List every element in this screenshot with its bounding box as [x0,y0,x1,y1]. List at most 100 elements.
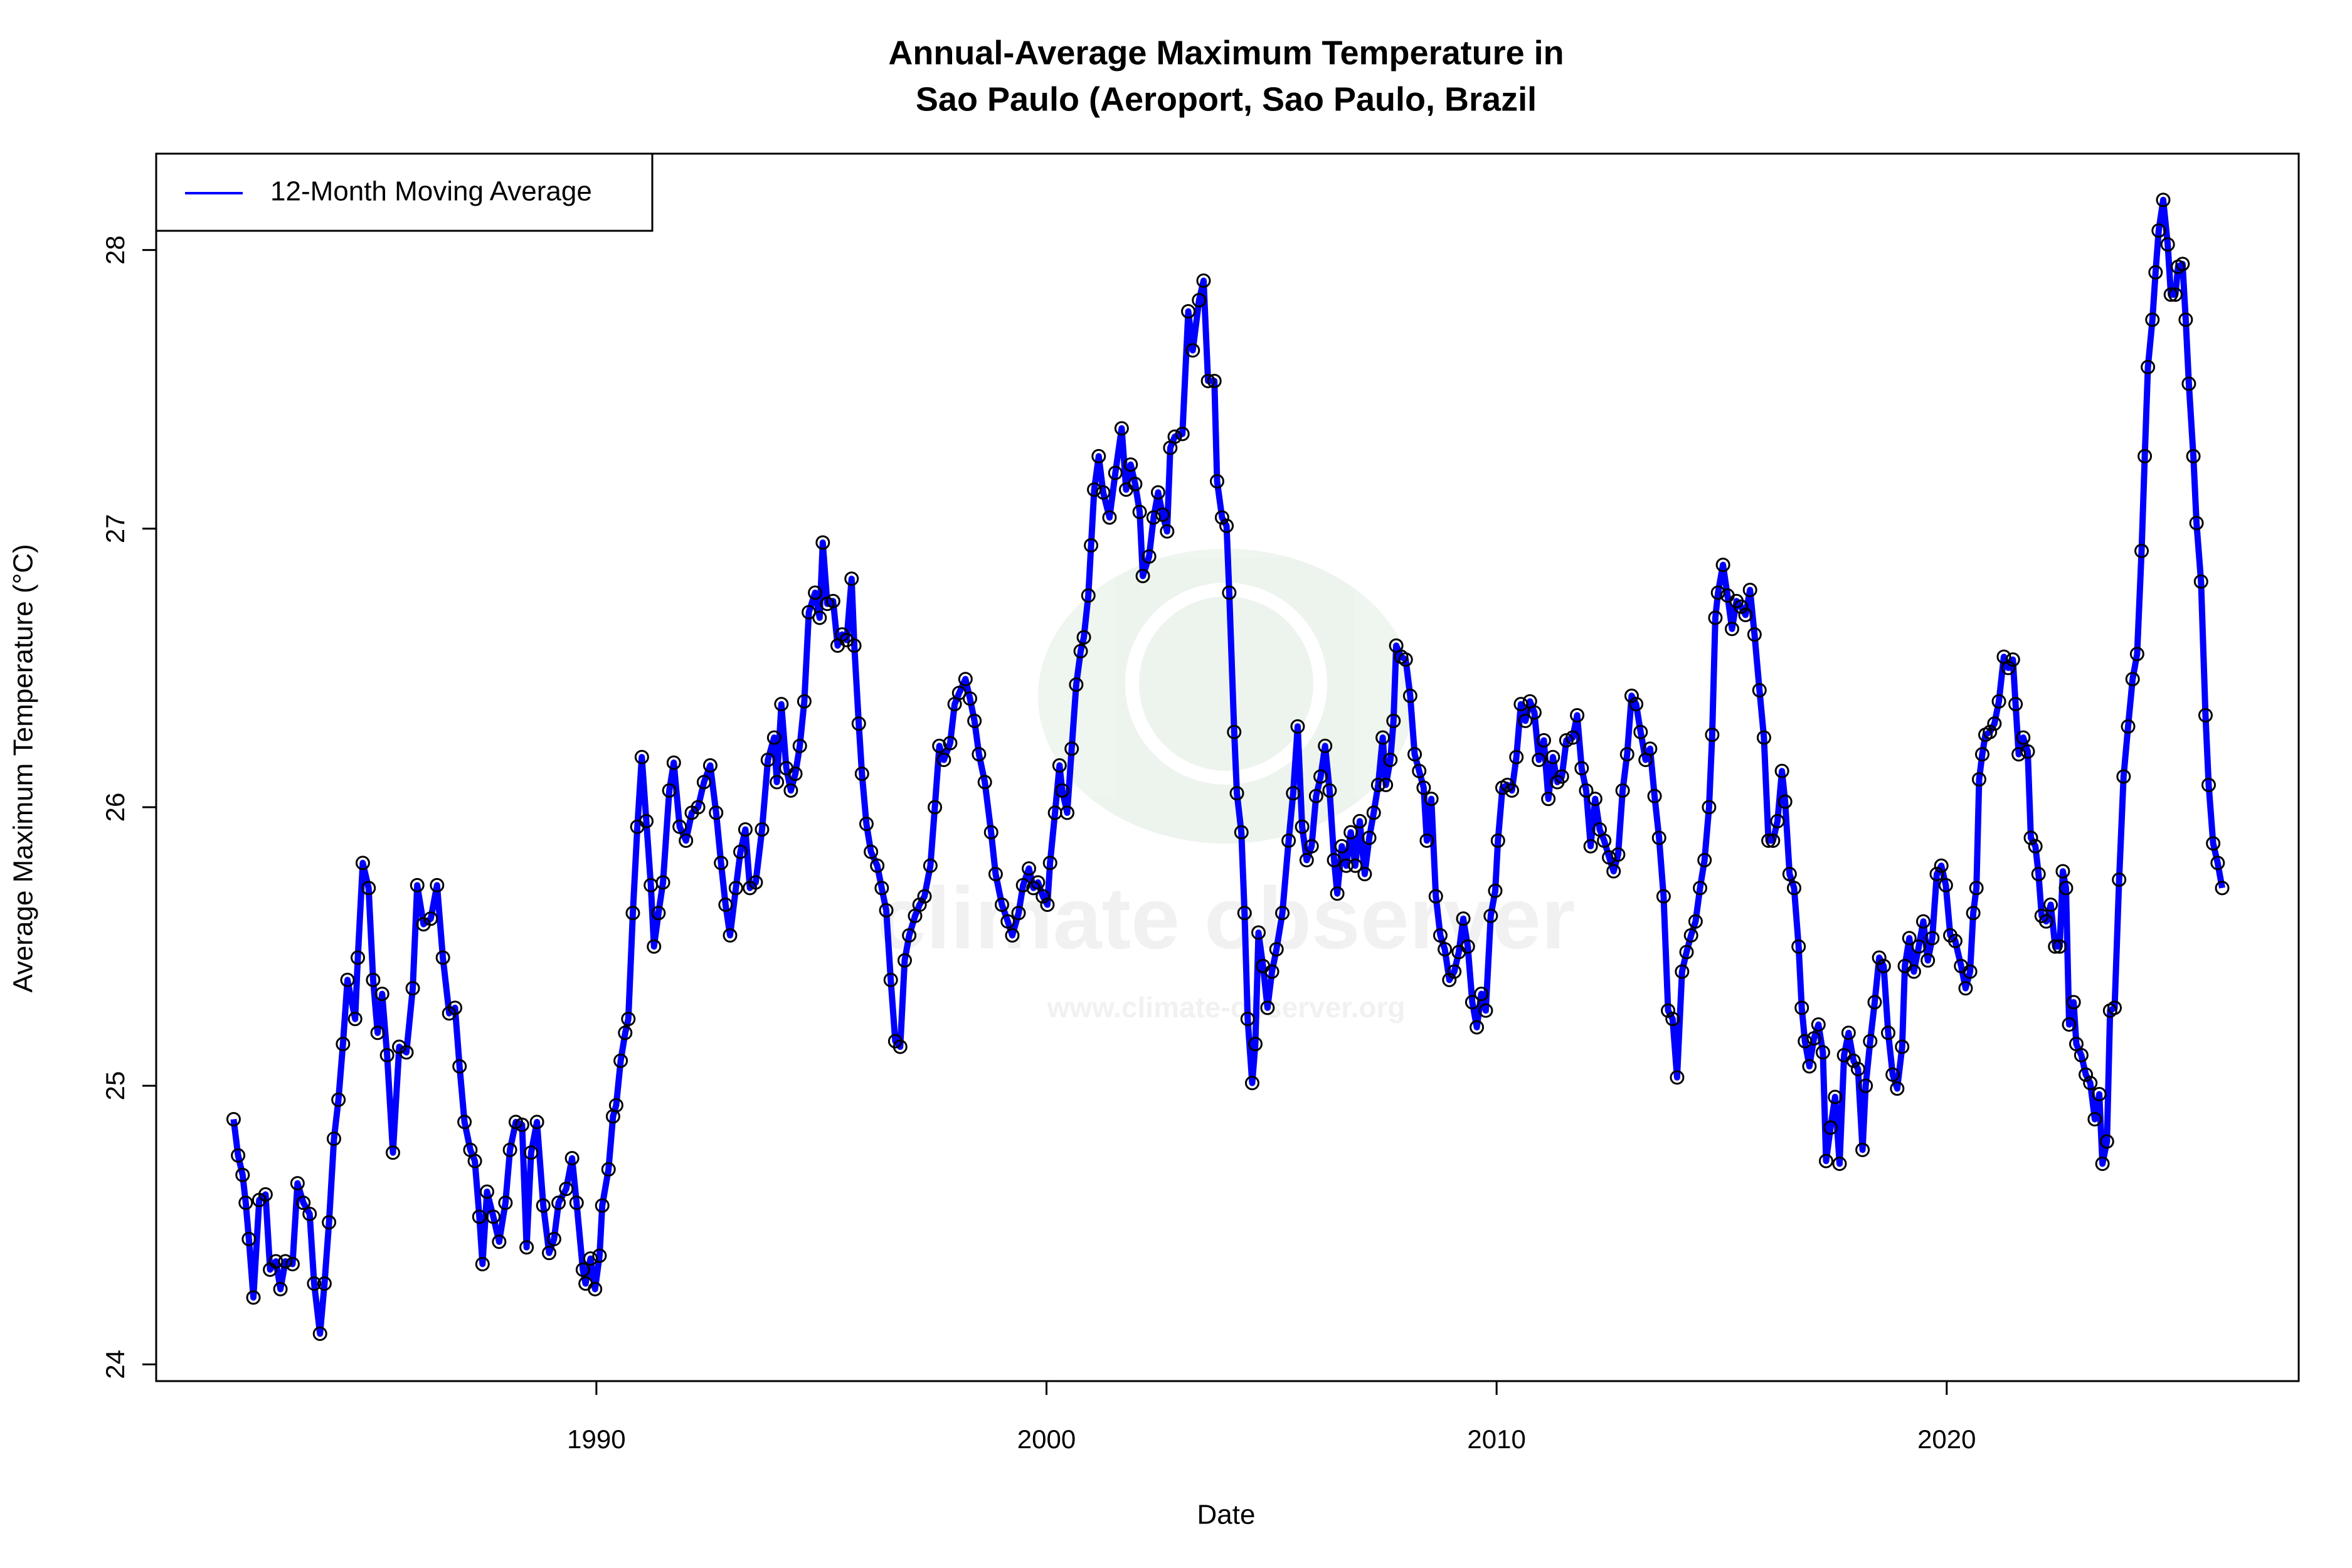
data-point [812,610,827,625]
data-point [1774,763,1789,778]
data-point [748,875,763,890]
data-point [1565,730,1580,745]
data-point [366,972,381,987]
data-point [1424,792,1439,807]
data-point [1456,911,1471,926]
data-point [1005,928,1020,943]
data-point [1036,889,1051,904]
data-point [2087,1111,2102,1126]
data-point [1738,608,1753,623]
data-point [932,738,947,753]
data-point [1974,747,1989,762]
data-point [1091,448,1106,464]
data-point [1643,741,1658,756]
data-point [1570,707,1585,723]
data-point [1606,864,1621,879]
data-point [2058,881,2074,896]
data-point [1881,1025,1896,1041]
data-point [1123,457,1138,472]
data-point [246,1290,261,1305]
data-point [1969,881,1984,896]
data-point [788,766,803,781]
data-point [231,1148,246,1163]
data-point [1770,813,1785,829]
data-point [792,738,807,753]
data-point [1895,1039,1910,1054]
data-point [1108,465,1123,480]
data-point [551,1195,566,1210]
data-point [1858,1078,1873,1093]
data-point [1947,933,1963,948]
data-point [1428,889,1443,904]
data-point [1651,830,1666,845]
data-point [336,1037,351,1052]
data-point [595,1198,610,1213]
data-point [1132,504,1147,519]
data-point [1828,1089,1843,1104]
data-point [1207,373,1222,388]
data-point [268,1254,283,1269]
data-point [1791,939,1806,954]
data-point [1846,1053,1861,1068]
data-point [2055,864,2070,879]
data-point [2038,914,2053,929]
data-point [2168,287,2183,302]
data-point [385,1145,400,1160]
data-point [1438,942,1453,957]
data-point [467,1153,482,1168]
data-point [1867,995,1882,1010]
data-point [399,1045,414,1060]
data-point [296,1195,311,1210]
data-point [854,766,869,781]
data-point [625,906,640,921]
data-point [1022,861,1037,876]
data-point [1234,825,1249,840]
data-point [1688,914,1703,929]
data-point [1611,847,1626,862]
plot-frame [155,152,2300,1382]
data-point [1200,373,1216,388]
data-point [2129,647,2144,662]
data-point [2099,1134,2114,1149]
data-point [1624,688,1639,703]
data-point [1357,867,1372,882]
data-point [564,1151,580,1166]
data-point [1679,945,1694,960]
data-point [514,1117,529,1132]
data-point [2107,1000,2122,1015]
data-point [1906,964,1921,979]
data-point [1863,1034,1878,1049]
data-point [1304,839,1319,854]
data-point [1490,833,1505,848]
data-point [1030,875,1046,890]
data-point [2005,652,2020,667]
data-point [1505,783,1520,798]
data-point [1777,794,1793,809]
data-point [994,897,1009,912]
data-point [1890,1081,1905,1096]
data-point [608,1098,623,1113]
data-point [2145,312,2160,327]
data-point [1299,852,1314,867]
data-point [575,1262,590,1277]
data-point [928,800,943,815]
data-point [258,1187,273,1202]
data-point [1488,883,1503,898]
data-point [2023,830,2038,845]
data-point [1295,819,1310,834]
data-point [2186,448,2201,464]
data-point [1322,783,1337,798]
data-point [709,805,724,820]
data-point [723,928,738,943]
data-point [457,1115,472,1130]
data-point [1227,724,1242,739]
data-point [1073,644,1088,659]
data-point [1222,585,1237,600]
data-point [864,844,879,859]
data-point [702,758,718,773]
data-point [1264,964,1279,979]
data-point [2052,939,2067,954]
data-point [2125,672,2140,687]
data-point [1647,788,1662,803]
